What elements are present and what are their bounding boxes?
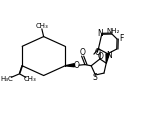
- Text: O: O: [80, 48, 86, 57]
- Text: N: N: [106, 51, 112, 60]
- Polygon shape: [65, 64, 74, 67]
- Text: O: O: [95, 48, 101, 57]
- Text: F: F: [119, 34, 124, 43]
- Text: H₃C: H₃C: [0, 76, 13, 82]
- Text: O: O: [97, 52, 103, 61]
- Text: CH₃: CH₃: [35, 23, 48, 29]
- Text: CH₃: CH₃: [24, 76, 37, 82]
- Polygon shape: [106, 54, 109, 63]
- Text: O: O: [74, 61, 80, 70]
- Text: S: S: [92, 73, 97, 82]
- Text: NH₂: NH₂: [106, 27, 120, 34]
- Text: N: N: [97, 29, 103, 38]
